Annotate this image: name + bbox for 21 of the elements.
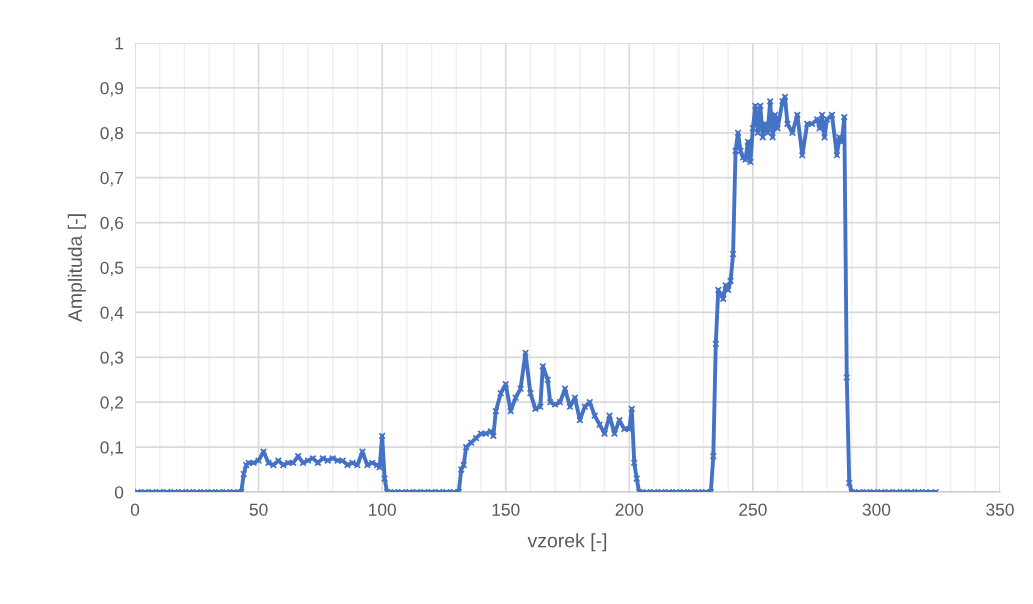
x-tick-label: 200 bbox=[615, 503, 644, 516]
x-tick-label: 300 bbox=[862, 503, 891, 516]
x-tick-label: 350 bbox=[986, 503, 1014, 516]
x-axis-title: vzorek [-] bbox=[527, 533, 607, 552]
y-tick-label: 0,2 bbox=[100, 396, 124, 411]
y-tick-label: 0 bbox=[114, 486, 124, 499]
x-tick-label: 50 bbox=[249, 503, 268, 516]
x-tick-label: 250 bbox=[739, 503, 767, 516]
y-tick-label: 0,1 bbox=[100, 441, 124, 456]
x-tick-label: 0 bbox=[130, 503, 140, 516]
y-tick-label: 0,7 bbox=[100, 171, 124, 187]
x-tick-label: 150 bbox=[492, 503, 520, 516]
y-tick-label: 0,6 bbox=[100, 216, 124, 232]
x-tick-label: 100 bbox=[368, 503, 396, 516]
y-tick-label: 0,8 bbox=[100, 126, 124, 142]
y-tick-label: 0,3 bbox=[100, 351, 124, 366]
y-tick-label: 0,5 bbox=[100, 261, 124, 277]
y-axis-title: Amplituda [-] bbox=[67, 214, 86, 323]
y-tick-label: 0,4 bbox=[100, 306, 124, 321]
y-tick-label: 0,9 bbox=[100, 82, 124, 97]
y-tick-label: 1 bbox=[115, 37, 124, 50]
